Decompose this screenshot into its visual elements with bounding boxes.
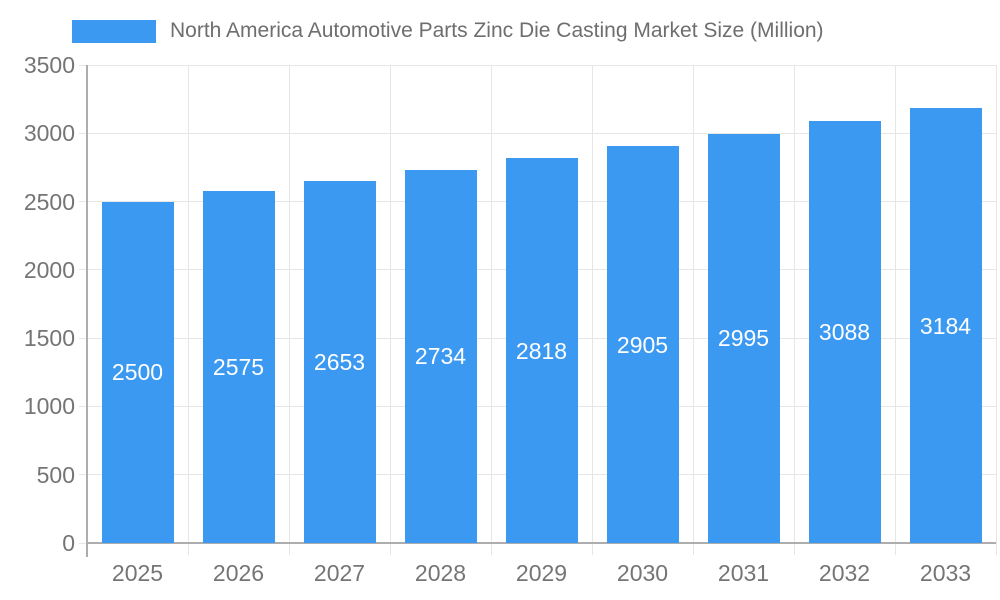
bar[interactable] (404, 169, 477, 543)
y-axis-tick (79, 132, 87, 134)
x-gridline (591, 65, 593, 543)
y-axis-tick (79, 337, 87, 339)
y-tick-label: 2000 (23, 256, 75, 283)
y-tick-label: 1000 (23, 393, 75, 420)
y-axis-tick (79, 474, 87, 476)
x-gridline (288, 65, 290, 543)
x-tick-label: 2028 (414, 560, 467, 586)
legend-item[interactable]: North America Automotive Parts Zinc Die … (72, 18, 824, 44)
x-gridline (793, 65, 795, 543)
x-tick-label: 2031 (717, 560, 770, 586)
y-axis-line (86, 65, 88, 557)
x-gridline (894, 65, 896, 543)
x-tick-label: 2032 (818, 560, 871, 586)
x-gridline (490, 65, 492, 543)
x-gridline (187, 65, 189, 543)
bar[interactable] (808, 121, 881, 543)
bar[interactable] (505, 158, 578, 543)
x-gridline (995, 65, 997, 543)
x-gridline (389, 65, 391, 543)
y-tick-label: 500 (36, 461, 75, 488)
bar[interactable] (202, 191, 275, 543)
x-axis-tick (389, 543, 391, 555)
y-tick-label: 1500 (23, 325, 75, 352)
x-tick-label: 2027 (313, 560, 366, 586)
y-axis-tick (79, 201, 87, 203)
x-tick-label: 2025 (111, 560, 164, 586)
x-axis-tick (288, 543, 290, 555)
x-tick-label: 2029 (515, 560, 568, 586)
x-axis-tick (894, 543, 896, 555)
y-tick-label: 2500 (23, 188, 75, 215)
x-axis-tick (591, 543, 593, 555)
y-tick-label: 0 (62, 530, 75, 556)
x-axis-tick (995, 543, 997, 555)
y-axis-tick (79, 542, 87, 544)
x-tick-label: 2030 (616, 560, 669, 586)
x-gridline (692, 65, 694, 543)
y-tick-label: 3500 (23, 52, 75, 78)
bar[interactable] (101, 201, 174, 543)
y-axis-tick (79, 405, 87, 407)
y-axis-tick (79, 64, 87, 66)
x-axis-tick (187, 543, 189, 555)
x-tick-label: 2033 (919, 560, 972, 586)
bar[interactable] (707, 133, 780, 543)
x-axis-line (87, 542, 996, 544)
bar[interactable] (303, 180, 376, 543)
bar[interactable] (606, 146, 679, 543)
x-axis-tick (793, 543, 795, 555)
y-axis-tick (79, 269, 87, 271)
x-axis-tick (692, 543, 694, 555)
y-gridline (87, 64, 996, 66)
y-tick-label: 3000 (23, 120, 75, 147)
x-tick-label: 2026 (212, 560, 265, 586)
legend-swatch (72, 19, 156, 43)
y-gridline (87, 132, 996, 134)
legend-label: North America Automotive Parts Zinc Die … (170, 19, 824, 42)
x-axis-tick (490, 543, 492, 555)
bar[interactable] (909, 108, 982, 543)
